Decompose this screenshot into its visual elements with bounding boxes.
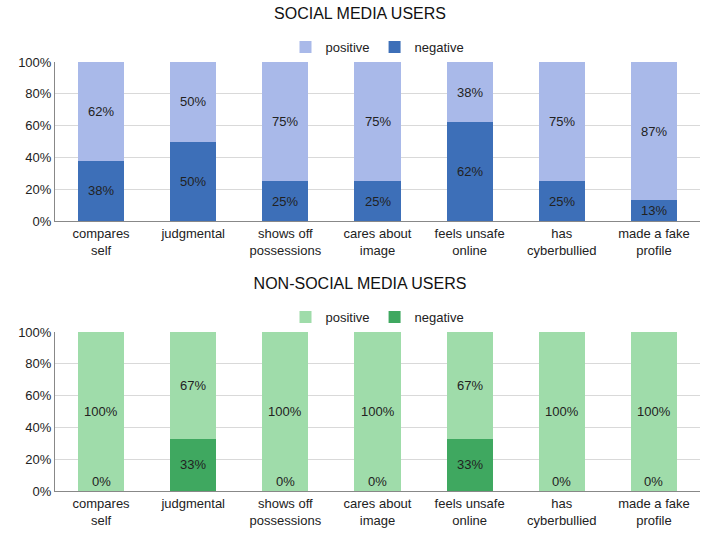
svg-text:25%: 25% (365, 194, 391, 209)
svg-text:comparesself: comparesself (73, 226, 131, 258)
svg-text:0%: 0% (644, 474, 663, 489)
svg-text:38%: 38% (88, 183, 114, 198)
svg-text:25%: 25% (272, 194, 298, 209)
svg-text:0%: 0% (33, 214, 52, 229)
svg-text:50%: 50% (180, 174, 206, 189)
svg-text:shows offpossessions: shows offpossessions (250, 226, 322, 258)
svg-text:made a fakeprofile: made a fakeprofile (618, 496, 690, 528)
svg-text:40%: 40% (25, 420, 51, 435)
svg-text:0%: 0% (552, 474, 571, 489)
svg-text:0%: 0% (368, 474, 387, 489)
svg-text:13%: 13% (641, 203, 667, 218)
svg-text:100%: 100% (637, 404, 671, 419)
svg-text:100%: 100% (545, 404, 579, 419)
svg-text:67%: 67% (457, 378, 483, 393)
svg-text:positive: positive (326, 310, 370, 325)
svg-text:50%: 50% (180, 94, 206, 109)
svg-text:0%: 0% (276, 474, 295, 489)
svg-text:feels unsafeonline: feels unsafeonline (435, 226, 505, 258)
svg-text:comparesself: comparesself (73, 496, 131, 528)
svg-text:judgmental: judgmental (160, 496, 225, 511)
svg-text:75%: 75% (549, 114, 575, 129)
svg-text:75%: 75% (365, 114, 391, 129)
svg-text:33%: 33% (180, 457, 206, 472)
svg-text:judgmental: judgmental (160, 226, 225, 241)
svg-text:62%: 62% (457, 164, 483, 179)
svg-text:25%: 25% (549, 194, 575, 209)
svg-text:negative: negative (415, 310, 464, 325)
svg-text:62%: 62% (88, 104, 114, 119)
svg-text:80%: 80% (25, 86, 51, 101)
svg-text:100%: 100% (268, 404, 302, 419)
svg-text:33%: 33% (457, 457, 483, 472)
svg-text:negative: negative (415, 40, 464, 55)
svg-text:20%: 20% (25, 452, 51, 467)
svg-text:0%: 0% (92, 474, 111, 489)
svg-text:100%: 100% (84, 404, 118, 419)
svg-text:NON-SOCIAL MEDIA USERS: NON-SOCIAL MEDIA USERS (254, 275, 467, 292)
svg-text:made a fakeprofile: made a fakeprofile (618, 226, 690, 258)
svg-text:60%: 60% (25, 388, 51, 403)
svg-text:87%: 87% (641, 124, 667, 139)
svg-text:hascyberbullied: hascyberbullied (527, 496, 596, 528)
svg-text:100%: 100% (18, 325, 52, 340)
svg-text:100%: 100% (361, 404, 395, 419)
svg-text:80%: 80% (25, 356, 51, 371)
svg-text:cares aboutimage: cares aboutimage (344, 496, 412, 528)
svg-text:positive: positive (326, 40, 370, 55)
svg-text:67%: 67% (180, 378, 206, 393)
svg-text:75%: 75% (272, 114, 298, 129)
svg-text:38%: 38% (457, 85, 483, 100)
svg-text:feels unsafeonline: feels unsafeonline (435, 496, 505, 528)
svg-text:0%: 0% (33, 484, 52, 499)
svg-text:SOCIAL MEDIA USERS: SOCIAL MEDIA USERS (274, 5, 446, 22)
svg-text:60%: 60% (25, 118, 51, 133)
svg-text:hascyberbullied: hascyberbullied (527, 226, 596, 258)
svg-text:cares aboutimage: cares aboutimage (344, 226, 412, 258)
svg-text:20%: 20% (25, 182, 51, 197)
svg-text:100%: 100% (18, 55, 52, 70)
svg-text:shows offpossessions: shows offpossessions (250, 496, 322, 528)
svg-text:40%: 40% (25, 150, 51, 165)
